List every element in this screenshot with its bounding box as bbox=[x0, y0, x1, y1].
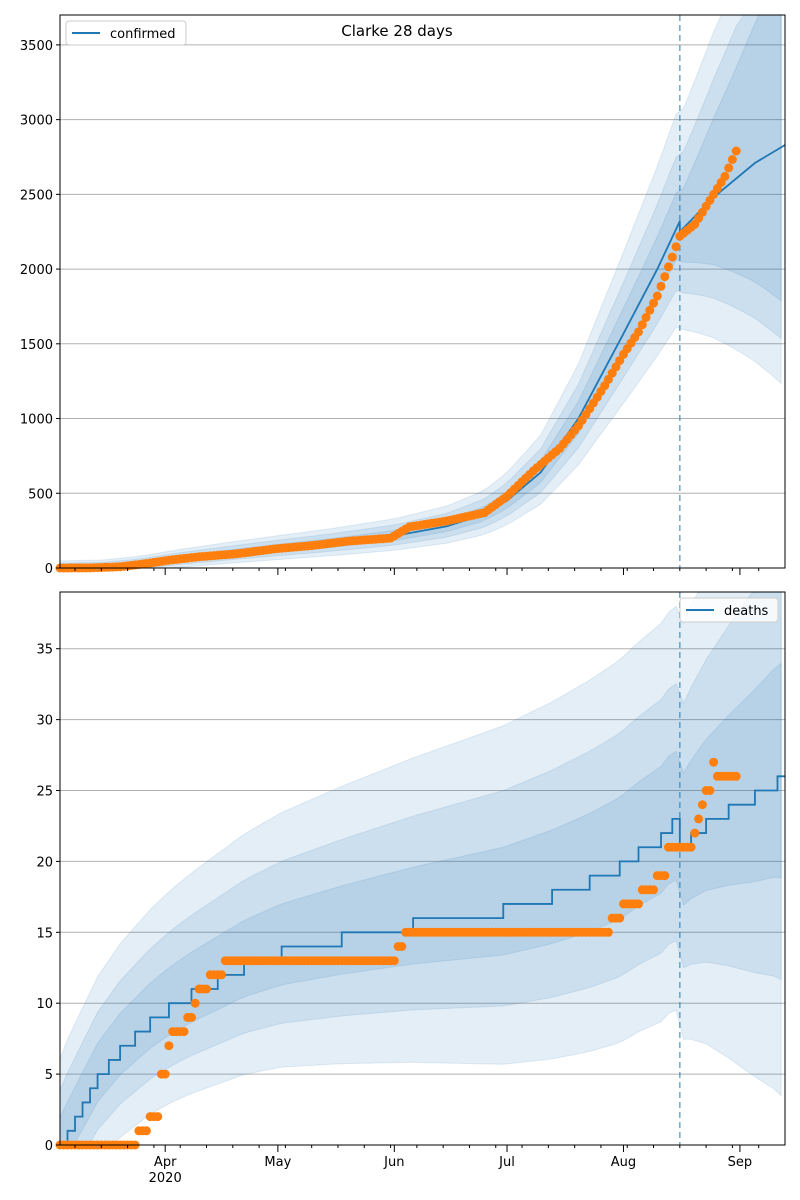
observed-point bbox=[694, 814, 704, 824]
x-tick-label: Jun bbox=[383, 1155, 404, 1170]
observed-point bbox=[603, 927, 613, 937]
uncertainty-band-3 bbox=[59, 591, 782, 1146]
confirmed-axes-frame bbox=[59, 14, 786, 569]
year-label: 2020 bbox=[149, 1171, 182, 1186]
observed-point bbox=[697, 800, 707, 810]
observed-point bbox=[397, 942, 407, 951]
uncertainty-band-2 bbox=[59, 14, 782, 569]
observed-point bbox=[615, 913, 625, 923]
observed-point bbox=[389, 956, 399, 966]
confirmed-legend: confirmed bbox=[65, 20, 187, 46]
y-tick-label: 35 bbox=[36, 643, 53, 658]
observed-point bbox=[164, 1041, 174, 1051]
chart-title: Clarke 28 days bbox=[341, 22, 453, 40]
y-tick-label: 15 bbox=[36, 926, 53, 941]
legend-label-deaths: deaths bbox=[724, 604, 769, 619]
observed-point bbox=[634, 327, 643, 337]
y-tick-label: 5 bbox=[45, 1068, 53, 1083]
deaths-x-axis: Apr May Jun Jul Aug Sep bbox=[74, 1145, 760, 1170]
observed-point bbox=[660, 871, 670, 881]
uncertainty-band-1 bbox=[59, 662, 782, 1146]
confirmed-panel: 0 500 1000 1500 2000 2500 3000 3500 Clarke 28 d… bbox=[20, 14, 786, 577]
observed-point bbox=[141, 1126, 151, 1136]
confirmed-x-axis bbox=[74, 568, 760, 575]
y-tick-label: 25 bbox=[36, 785, 53, 800]
y-tick-label: 1500 bbox=[20, 338, 53, 353]
observed-point bbox=[634, 899, 643, 909]
observed-point bbox=[649, 885, 658, 895]
deaths-uncertainty-bands bbox=[59, 591, 782, 1146]
observed-point bbox=[727, 155, 737, 164]
y-tick-label: 0 bbox=[45, 1139, 53, 1154]
deaths-y-axis: 0 5 10 15 20 25 30 35 bbox=[36, 643, 60, 1154]
observed-point bbox=[217, 970, 226, 980]
observed-point bbox=[731, 146, 741, 156]
observed-point bbox=[709, 757, 719, 767]
legend-box bbox=[679, 597, 779, 623]
x-tick-label: Jul bbox=[498, 1155, 515, 1170]
observed-point bbox=[649, 298, 658, 308]
observed-point bbox=[660, 272, 670, 282]
observed-point bbox=[202, 984, 211, 994]
observed-point bbox=[153, 1112, 163, 1122]
y-tick-label: 2000 bbox=[20, 263, 53, 278]
x-tick-label: Sep bbox=[728, 1155, 753, 1170]
observed-point bbox=[705, 786, 715, 795]
x-tick-label: May bbox=[264, 1155, 291, 1170]
observed-point bbox=[190, 998, 200, 1008]
y-tick-label: 3500 bbox=[20, 39, 53, 54]
y-tick-label: 500 bbox=[28, 487, 53, 502]
y-tick-label: 2500 bbox=[20, 188, 53, 203]
x-tick-label: Aug bbox=[611, 1155, 636, 1170]
y-tick-label: 20 bbox=[36, 855, 53, 870]
observed-point bbox=[690, 828, 700, 838]
observed-point bbox=[179, 1027, 189, 1037]
uncertainty-band-2 bbox=[59, 591, 782, 1146]
observed-point bbox=[671, 242, 681, 252]
y-tick-label: 1000 bbox=[20, 413, 53, 428]
legend-box bbox=[65, 20, 187, 46]
observed-point bbox=[637, 320, 647, 330]
deaths-panel: 0 5 10 15 20 25 30 35 Apr May Jun Jul Aug Sep 2020 d… bbox=[36, 591, 786, 1186]
observed-point bbox=[656, 281, 666, 291]
x-tick-label: Apr bbox=[154, 1155, 177, 1170]
confirmed-y-axis: 0 500 1000 1500 2000 2500 3000 3500 bbox=[20, 39, 60, 577]
observed-point bbox=[724, 163, 734, 173]
observed-point bbox=[641, 313, 651, 322]
y-tick-label: 3000 bbox=[20, 114, 53, 129]
observed-point bbox=[160, 1069, 170, 1079]
observed-point bbox=[667, 252, 677, 262]
observed-point bbox=[652, 291, 662, 301]
confirmed-observed-points bbox=[55, 146, 741, 573]
observed-point bbox=[664, 262, 673, 272]
observed-point bbox=[686, 842, 696, 852]
uncertainty-band-3 bbox=[59, 14, 782, 569]
observed-point bbox=[645, 305, 655, 315]
deaths-axes-frame bbox=[59, 591, 786, 1146]
deaths-legend: deaths bbox=[679, 597, 779, 623]
observed-point bbox=[720, 171, 730, 181]
y-tick-label: 0 bbox=[45, 562, 53, 577]
y-tick-label: 30 bbox=[36, 714, 53, 729]
observed-point bbox=[731, 771, 741, 781]
observed-point bbox=[187, 1012, 196, 1022]
legend-label-confirmed: confirmed bbox=[110, 27, 176, 42]
y-tick-label: 10 bbox=[36, 997, 53, 1012]
